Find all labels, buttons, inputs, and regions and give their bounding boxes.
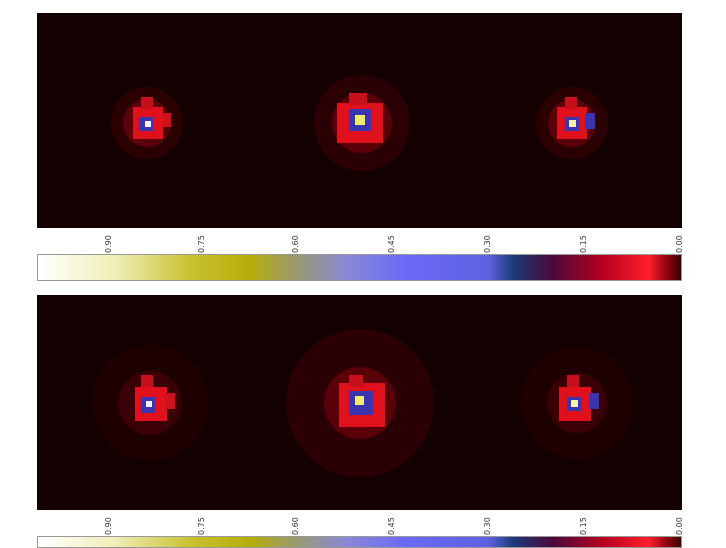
spot-middle-top xyxy=(314,75,410,171)
tick-label: 0.30 xyxy=(483,235,492,253)
tick-label: 0.00 xyxy=(675,235,684,253)
psf-spots-bottom xyxy=(92,329,633,477)
tick-label: 0.00 xyxy=(675,517,684,535)
colorbar-ticks-bottom: 0.90 0.75 0.60 0.45 0.30 0.15 0.00 xyxy=(37,510,684,536)
psf-image-top xyxy=(37,13,682,228)
spot-left-bottom xyxy=(92,345,208,461)
tick-label: 0.90 xyxy=(104,517,113,535)
tick-label: 0.15 xyxy=(579,517,588,535)
tick-label: 0.30 xyxy=(483,517,492,535)
colorbar-bottom xyxy=(37,536,682,548)
tick-label: 0.15 xyxy=(579,235,588,253)
colorbar-ticks-top: 0.90 0.75 0.60 0.45 0.30 0.15 0.00 xyxy=(37,228,684,254)
tick-label: 0.45 xyxy=(387,235,396,253)
tick-label: 0.60 xyxy=(291,235,300,253)
spot-right-top xyxy=(536,87,608,159)
spot-middle-bottom xyxy=(286,329,434,477)
colorbar-top xyxy=(37,254,682,281)
spot-left-top xyxy=(111,87,183,159)
psf-spots-top xyxy=(111,75,608,171)
tick-label: 0.90 xyxy=(104,235,113,253)
psf-image-bottom xyxy=(37,295,682,510)
tick-label: 0.45 xyxy=(387,517,396,535)
tick-label: 0.75 xyxy=(197,235,206,253)
tick-label: 0.60 xyxy=(291,517,300,535)
spot-right-bottom xyxy=(521,347,633,459)
tick-label: 0.75 xyxy=(197,517,206,535)
